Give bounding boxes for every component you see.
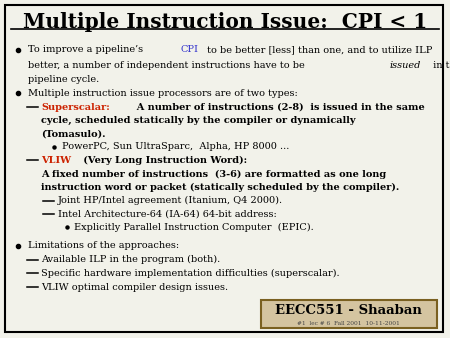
Text: Limitations of the approaches:: Limitations of the approaches: xyxy=(28,241,179,250)
Text: Multiple instruction issue processors are of two types:: Multiple instruction issue processors ar… xyxy=(28,89,297,98)
Text: PowerPC, Sun UltraSparc,  Alpha, HP 8000 ...: PowerPC, Sun UltraSparc, Alpha, HP 8000 … xyxy=(62,142,289,151)
Text: to be better [less] than one, and to utilize ILP: to be better [less] than one, and to uti… xyxy=(204,45,432,54)
Text: EECC551 - Shaaban: EECC551 - Shaaban xyxy=(275,304,422,317)
Text: Intel Architecture-64 (IA-64) 64-bit address:: Intel Architecture-64 (IA-64) 64-bit add… xyxy=(58,209,276,218)
Text: cycle, scheduled statically by the compiler or dynamically: cycle, scheduled statically by the compi… xyxy=(41,116,356,125)
Text: in the same: in the same xyxy=(429,61,450,70)
Text: #1  lec # 6  Fall 2001  10-11-2001: #1 lec # 6 Fall 2001 10-11-2001 xyxy=(297,321,400,326)
Text: To improve a pipeline’s: To improve a pipeline’s xyxy=(28,45,146,54)
Text: Multiple Instruction Issue:  CPI < 1: Multiple Instruction Issue: CPI < 1 xyxy=(23,12,427,32)
Text: Superscalar:: Superscalar: xyxy=(41,102,110,112)
Text: Specific hardware implementation difficulties (superscalar).: Specific hardware implementation difficu… xyxy=(41,269,340,278)
Text: (Very Long Instruction Word):: (Very Long Instruction Word): xyxy=(80,156,248,165)
Text: better, a number of independent instructions have to be: better, a number of independent instruct… xyxy=(28,61,308,70)
Text: instruction word or packet (statically scheduled by the compiler).: instruction word or packet (statically s… xyxy=(41,183,400,192)
Text: Joint HP/Intel agreement (Itanium, Q4 2000).: Joint HP/Intel agreement (Itanium, Q4 20… xyxy=(58,196,283,206)
Text: pipeline cycle.: pipeline cycle. xyxy=(28,75,99,84)
Text: (Tomasulo).: (Tomasulo). xyxy=(41,129,106,139)
Text: A number of instructions (2-8)  is issued in the same: A number of instructions (2-8) is issued… xyxy=(130,102,425,112)
FancyBboxPatch shape xyxy=(5,5,443,332)
Text: A fixed number of instructions  (3-6) are formatted as one long: A fixed number of instructions (3-6) are… xyxy=(41,170,387,179)
FancyBboxPatch shape xyxy=(261,300,436,328)
Text: Explicitly Parallel Instruction Computer  (EPIC).: Explicitly Parallel Instruction Computer… xyxy=(74,223,314,232)
Text: VLIW optimal compiler design issues.: VLIW optimal compiler design issues. xyxy=(41,283,229,292)
Text: issued: issued xyxy=(389,61,420,70)
Text: Available ILP in the program (both).: Available ILP in the program (both). xyxy=(41,255,221,264)
Text: CPI: CPI xyxy=(180,45,198,54)
Text: VLIW: VLIW xyxy=(41,156,72,165)
